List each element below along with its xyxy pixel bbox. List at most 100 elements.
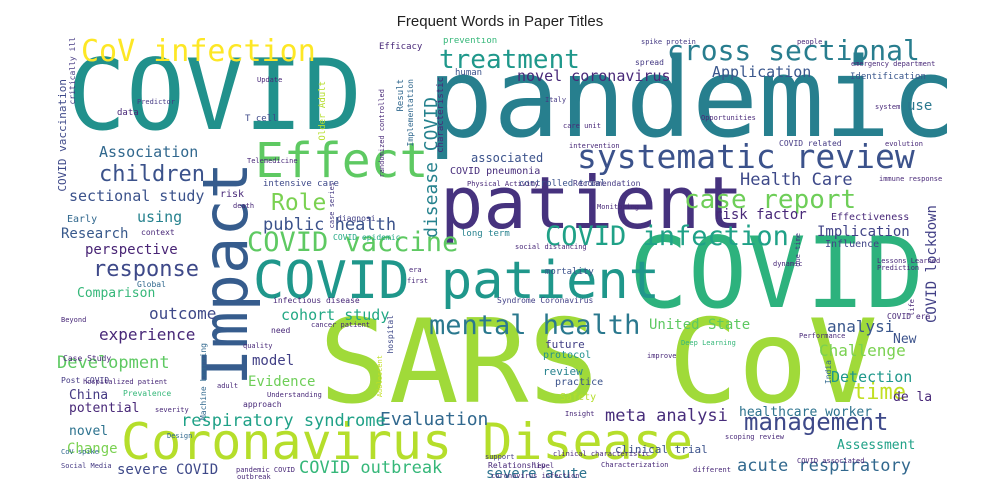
word: long term	[461, 229, 510, 239]
word: intervention	[569, 142, 620, 150]
word: Italy	[545, 96, 567, 104]
word: using	[137, 208, 183, 226]
word: adult	[217, 382, 239, 390]
word: era	[409, 266, 422, 274]
word: Relationship	[488, 461, 546, 470]
word: COVID patient	[253, 251, 660, 311]
word: hospital	[386, 315, 395, 354]
word: Application	[712, 63, 812, 81]
word: clinical trial	[615, 443, 708, 456]
word: United State	[649, 317, 751, 333]
word: India	[824, 360, 833, 385]
word: different	[693, 466, 731, 474]
word: Case Study	[63, 354, 112, 363]
word: Characterization	[601, 461, 669, 469]
word: New	[893, 332, 917, 347]
word: case report	[684, 185, 857, 215]
word: risk	[220, 189, 245, 200]
word: Older Adult	[318, 81, 328, 141]
word: management	[744, 408, 889, 436]
word: Social Media	[61, 462, 112, 470]
word: systematic review	[577, 137, 915, 176]
word: Syndrome Coronavirus	[497, 296, 594, 305]
word: Prevalence	[123, 389, 172, 398]
word: Deep Learning	[681, 339, 736, 347]
word: context	[141, 228, 175, 237]
word: Effect	[255, 133, 429, 189]
word: hospitalized patient	[83, 378, 168, 386]
word: COVID	[67, 39, 363, 153]
word: Effectiveness	[831, 212, 910, 223]
word: Influence	[825, 239, 880, 250]
word: Comparison	[77, 286, 156, 301]
word: potential	[69, 401, 140, 416]
word: COVID infection	[545, 221, 789, 252]
word: evolution	[885, 140, 923, 148]
word: time	[853, 380, 906, 405]
word: characteristic	[436, 77, 446, 153]
word: Assessment	[837, 438, 916, 453]
word: Predictor	[137, 98, 175, 106]
word: human	[455, 68, 483, 78]
word: COVID epidemic	[333, 233, 401, 242]
word: Beyond	[61, 316, 87, 324]
word: COVID associated	[797, 457, 865, 465]
word: severity	[155, 406, 189, 414]
word: COVID related	[779, 139, 842, 148]
word: Prediction	[877, 264, 920, 272]
word: future	[545, 338, 585, 351]
word: cancer patient	[311, 321, 371, 329]
word: scoping review	[725, 433, 785, 441]
word: Opportunities	[701, 114, 756, 122]
word: Development	[57, 353, 170, 373]
word: COVID outbreak	[299, 458, 443, 478]
word: China	[69, 388, 109, 403]
word: Result	[396, 79, 406, 112]
word: COVID vaccine	[247, 227, 459, 258]
word: associated	[471, 151, 544, 165]
word: respiratory syndrome	[181, 411, 386, 431]
word: death	[233, 202, 255, 210]
word: social distancing	[515, 243, 587, 251]
word: CoV spike	[61, 448, 99, 456]
word: novel	[69, 424, 109, 439]
word: emergency department	[851, 60, 936, 68]
word: Detection	[831, 368, 913, 386]
word: protocol	[543, 350, 592, 361]
word: meta analysi	[605, 406, 728, 426]
word: experience	[99, 325, 196, 344]
word: Research	[61, 226, 129, 242]
word: COVID vaccination	[57, 79, 69, 192]
word: improve	[647, 352, 677, 360]
word: life	[908, 299, 916, 316]
word: COVID pneumonia	[450, 166, 541, 177]
word: review	[543, 365, 583, 378]
word: Machine Learning	[199, 343, 208, 421]
word: outbreak	[237, 473, 271, 481]
word: healthcare worker	[739, 405, 873, 420]
word: Coronavirus Disease	[121, 413, 693, 471]
word: Design	[167, 432, 193, 440]
word: due time	[794, 233, 802, 267]
word: Safety	[560, 392, 597, 403]
word: Recommendation	[573, 179, 641, 188]
word: dynamic	[773, 260, 803, 268]
word: sectional study	[69, 187, 205, 205]
word: Role	[271, 190, 327, 216]
word: people	[797, 38, 823, 46]
word: randomized controlled	[378, 89, 386, 178]
word: acute respiratory	[737, 456, 911, 476]
chart-title: Frequent Words in Paper Titles	[396, 13, 604, 30]
word: Health Care	[740, 170, 853, 190]
word: severe COVID	[117, 462, 219, 478]
word: Insight	[565, 410, 595, 418]
word: COVID era	[887, 312, 931, 321]
word: model	[252, 353, 295, 369]
word: practice	[555, 377, 604, 388]
word: critically ill	[68, 37, 77, 105]
word: coronavirus infection	[491, 472, 580, 480]
word: intensive care	[263, 179, 339, 189]
word: Global	[137, 280, 166, 289]
word: data	[117, 108, 139, 118]
word: Change	[67, 441, 118, 457]
